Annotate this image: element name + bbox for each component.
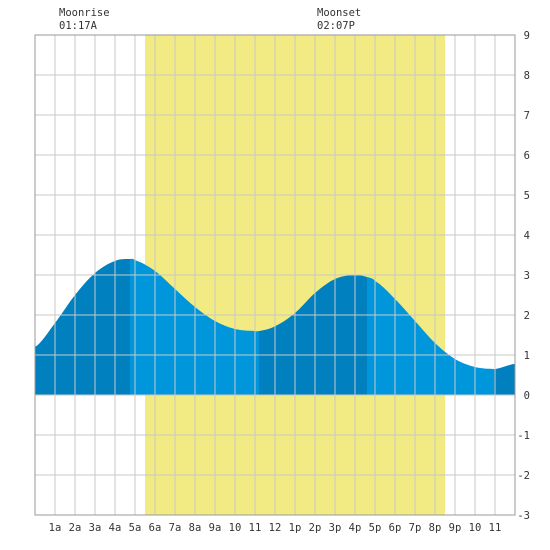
y-tick-label: 2 [524, 310, 530, 322]
x-tick-label: 1a [49, 522, 62, 534]
moonset-label: Moonset [317, 7, 361, 19]
tide-segment-1 [35, 259, 130, 395]
tide-segment-4 [367, 277, 494, 395]
x-tick-label: 7p [409, 522, 422, 534]
x-tick-label: 10 [229, 522, 242, 534]
x-tick-label: 11 [249, 522, 262, 534]
y-tick-label: -2 [517, 470, 530, 482]
x-tick-label: 4a [109, 522, 122, 534]
y-tick-label: 3 [524, 270, 530, 282]
moonrise-time: 01:17A [59, 20, 98, 32]
x-tick-label: 2a [69, 522, 82, 534]
x-tick-label: 12 [269, 522, 282, 534]
x-tick-label: 7a [169, 522, 182, 534]
x-tick-label: 6p [389, 522, 402, 534]
plot-frame [34, 34, 516, 516]
y-tick-label: -1 [517, 430, 530, 442]
y-tick-label: 8 [524, 70, 530, 82]
y-tick-label: 1 [524, 350, 530, 362]
moonset-time: 02:07P [317, 20, 355, 32]
y-tick-label: -3 [517, 510, 530, 522]
y-tick-label: 6 [524, 150, 530, 162]
x-tick-label: 6a [149, 522, 162, 534]
x-tick-label: 3p [329, 522, 342, 534]
y-tick-label: 5 [524, 190, 530, 202]
x-tick-label: 10 [469, 522, 482, 534]
x-tick-label: 5p [369, 522, 382, 534]
x-tick-label: 8p [429, 522, 442, 534]
tide-segment-5 [494, 363, 515, 395]
x-tick-label: 9a [209, 522, 222, 534]
x-tick-label: 1p [289, 522, 302, 534]
x-tick-label: 9p [449, 522, 462, 534]
y-tick-label: 9 [524, 30, 530, 42]
x-tick-label: 5a [129, 522, 142, 534]
x-tick-label: 4p [349, 522, 362, 534]
tide-segment-3 [259, 274, 367, 395]
moonrise-label: Moonrise [59, 7, 110, 19]
y-tick-label: 0 [524, 390, 530, 402]
x-tick-label: 2p [309, 522, 322, 534]
x-tick-label: 8a [189, 522, 202, 534]
y-tick-label: 4 [524, 230, 530, 242]
y-tick-label: 7 [524, 110, 530, 122]
x-tick-label: 11 [489, 522, 502, 534]
x-tick-label: 3a [89, 522, 102, 534]
